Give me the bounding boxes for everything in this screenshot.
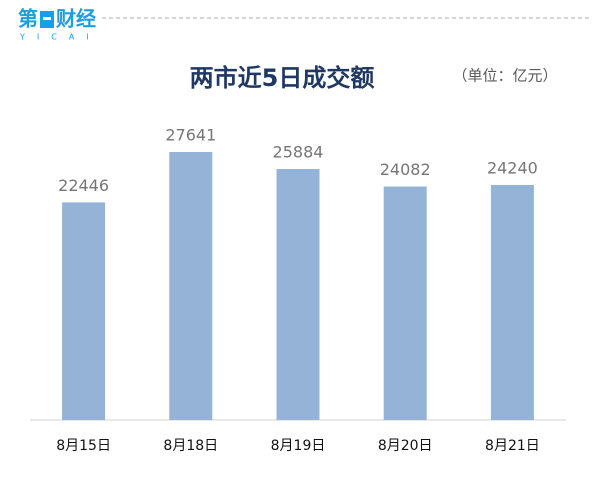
x-tick-label: 8月20日 (378, 438, 433, 454)
logo: 第 财经 YICAI (18, 7, 590, 42)
chart-title: 两市近5日成交额 (190, 64, 375, 92)
bar (383, 186, 427, 420)
x-tick-label: 8月15日 (56, 438, 111, 454)
bar (169, 152, 213, 420)
logo-right: 财经 (56, 7, 96, 31)
data-label: 24240 (487, 158, 538, 177)
bar (62, 202, 106, 420)
x-tick-label: 8月21日 (485, 438, 540, 454)
bar (276, 169, 320, 420)
x-tick-label: 8月19日 (271, 438, 326, 454)
x-tick-label: 8月18日 (163, 438, 218, 454)
logo-icon-bar (43, 17, 51, 20)
logo-sub: YICAI (19, 33, 101, 42)
data-label: 25884 (273, 143, 324, 162)
data-label: 27641 (165, 126, 216, 145)
data-label: 24082 (380, 160, 431, 179)
logo-left: 第 (18, 7, 38, 31)
data-label: 22446 (58, 176, 109, 195)
unit-label: （单位：亿元） (452, 67, 557, 85)
bar (490, 184, 534, 420)
